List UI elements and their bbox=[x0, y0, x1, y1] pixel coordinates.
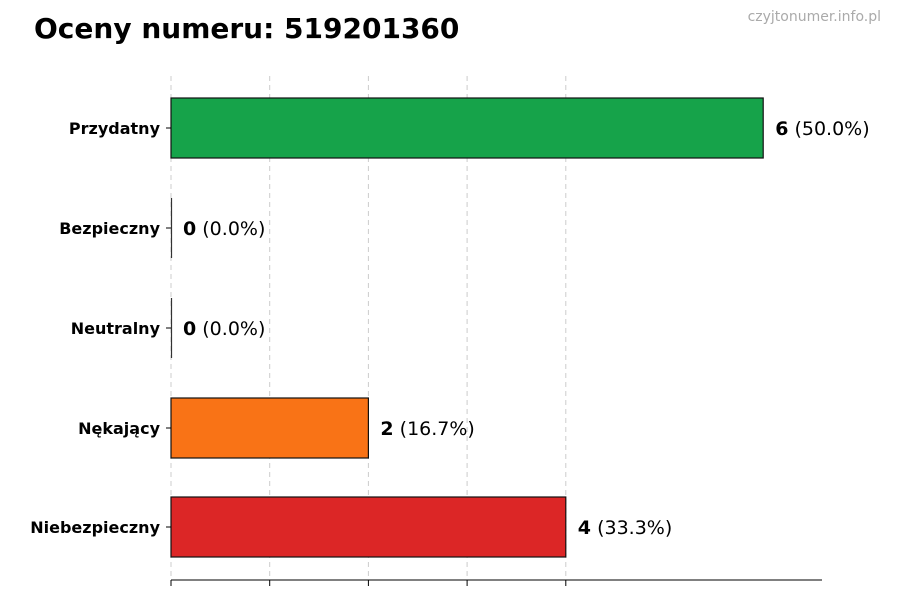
labels: Przydatny 6 (50.0%) Bezpieczny 0 (0.0%) Neut… bbox=[30, 118, 869, 539]
axes bbox=[166, 127, 822, 586]
value-percent: (33.3%) bbox=[591, 517, 672, 539]
bar bbox=[170, 97, 764, 159]
value-count: 0 bbox=[183, 318, 196, 340]
value-label: 6 (50.0%) bbox=[775, 118, 869, 140]
bar bbox=[170, 397, 369, 459]
category-label: Nękający bbox=[78, 419, 160, 438]
value-label: 4 (33.3%) bbox=[578, 517, 672, 539]
value-label: 0 (0.0%) bbox=[183, 218, 265, 240]
chart-title: Oceny numeru: 519201360 bbox=[34, 12, 460, 45]
category-label: Neutralny bbox=[71, 319, 161, 338]
category-label: Niebezpieczny bbox=[30, 518, 160, 537]
value-count: 6 bbox=[775, 118, 788, 140]
category-label: Bezpieczny bbox=[59, 219, 160, 238]
value-count: 2 bbox=[380, 418, 393, 440]
value-percent: (0.0%) bbox=[196, 218, 265, 240]
value-label: 0 (0.0%) bbox=[183, 318, 265, 340]
value-percent: (16.7%) bbox=[394, 418, 475, 440]
watermark: czyjtonumer.info.pl bbox=[747, 9, 881, 25]
value-count: 0 bbox=[183, 218, 196, 240]
category-label: Przydatny bbox=[69, 119, 161, 138]
bar bbox=[170, 496, 567, 558]
value-label: 2 (16.7%) bbox=[380, 418, 474, 440]
value-percent: (0.0%) bbox=[196, 318, 265, 340]
value-count: 4 bbox=[578, 517, 591, 539]
value-percent: (50.0%) bbox=[788, 118, 869, 140]
